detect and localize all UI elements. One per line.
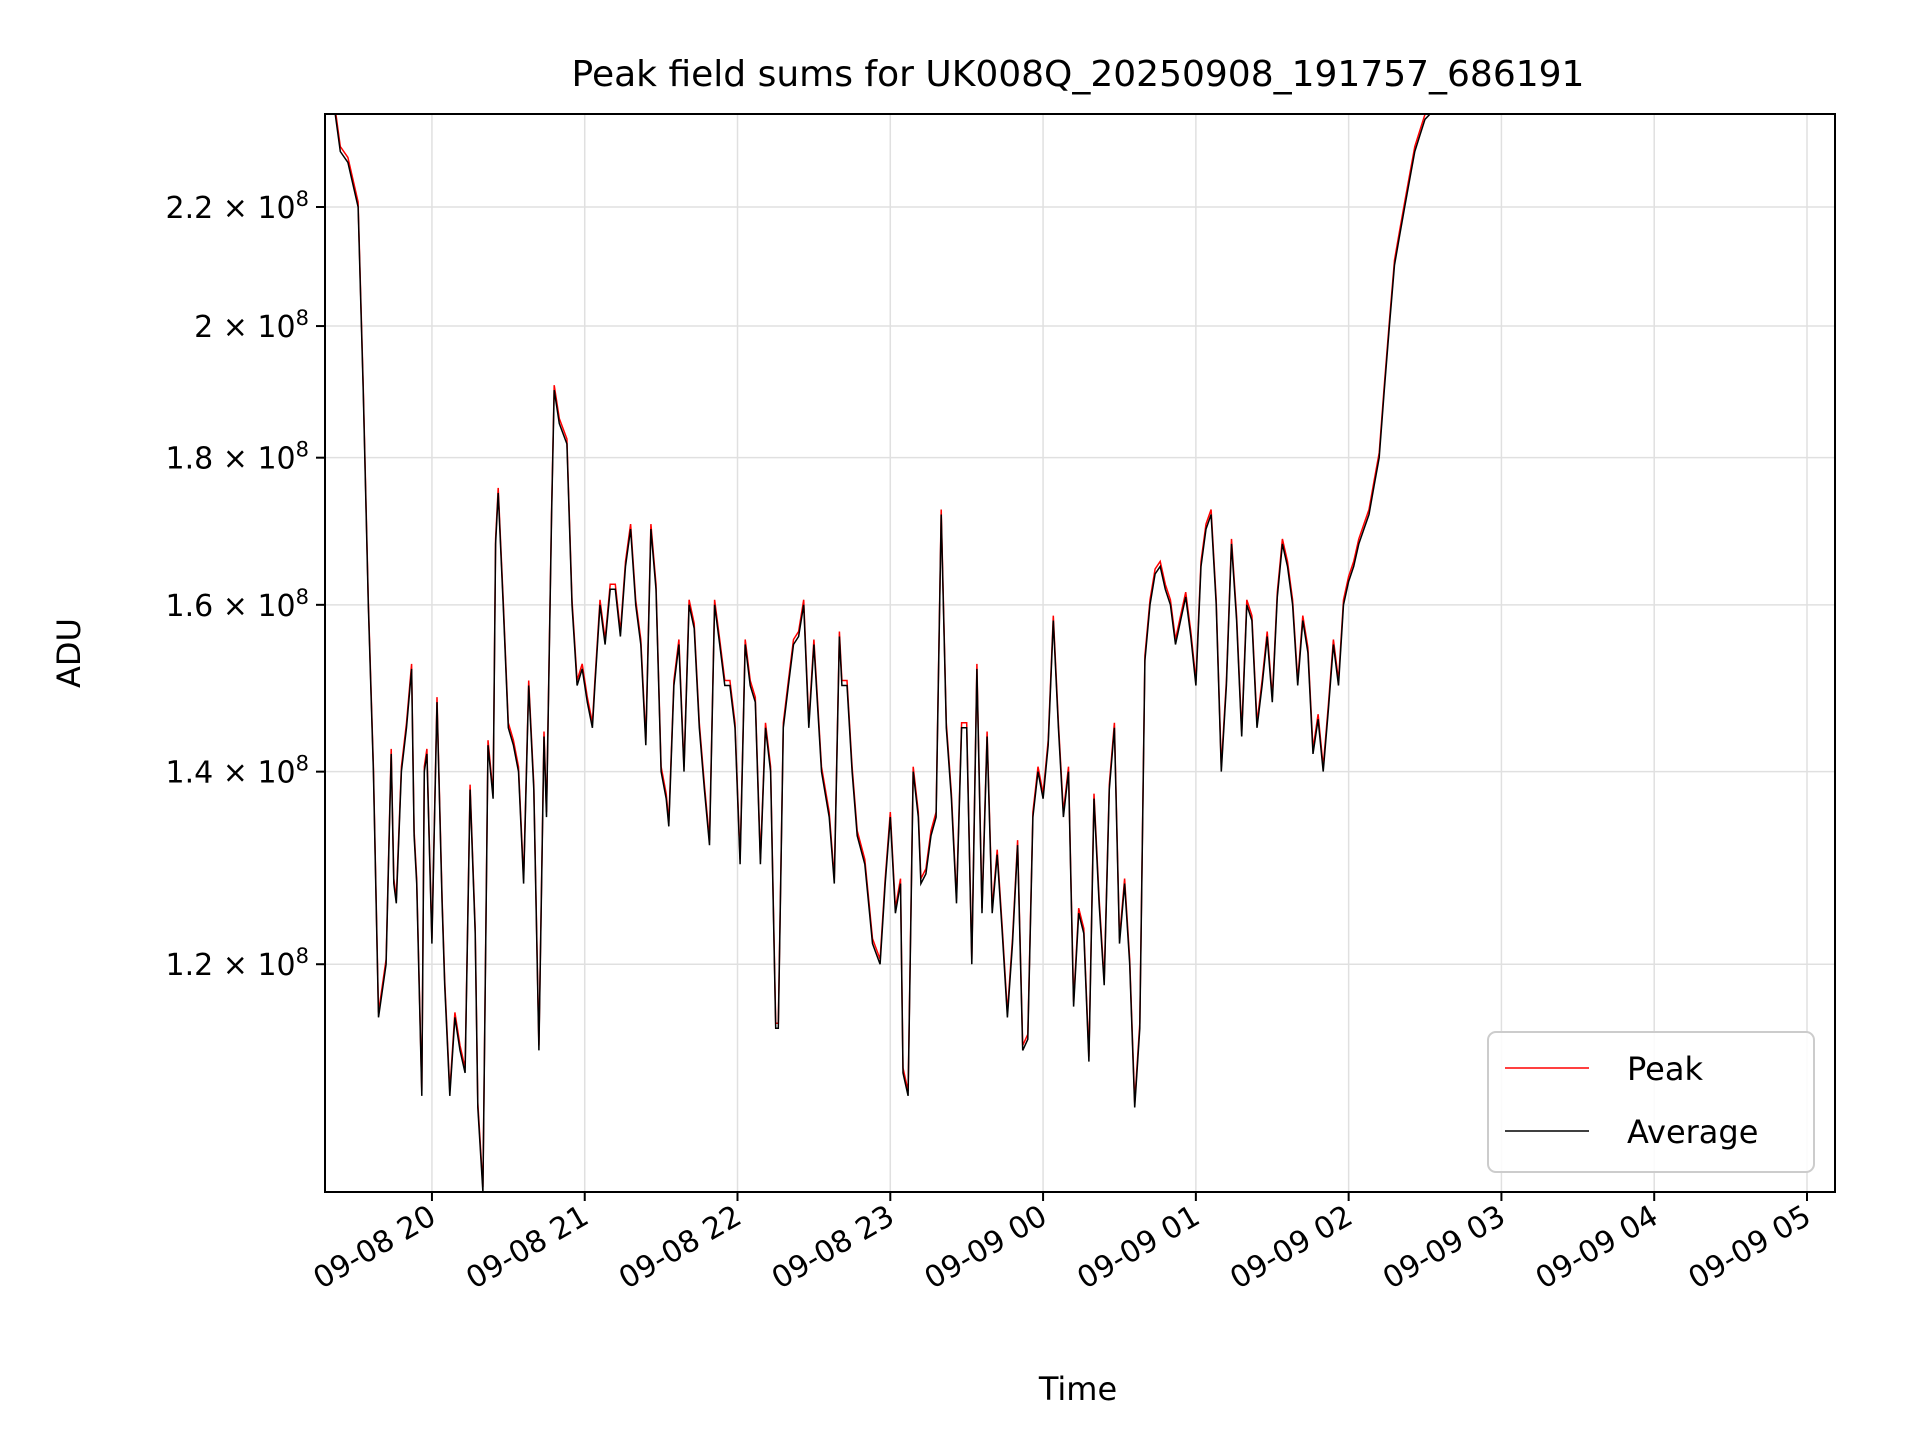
y-tick-exponent: 8: [296, 306, 309, 330]
series-line-average: [325, 114, 1807, 1192]
legend: Peak Average: [1487, 1031, 1815, 1173]
y-tick-label: 1.4 × 108: [166, 752, 309, 791]
y-axis-label: ADU: [50, 618, 88, 688]
y-tick-exponent: 8: [296, 438, 309, 462]
y-tick-exponent: 8: [296, 752, 309, 776]
y-tick-mantissa: 2.2 × 10: [166, 191, 296, 226]
y-tick-exponent: 8: [296, 944, 309, 968]
chart-title: Peak field sums for UK008Q_20250908_1917…: [572, 54, 1585, 95]
y-tick-mantissa: 1.6 × 10: [166, 589, 296, 624]
y-tick-mantissa: 1.4 × 10: [166, 756, 296, 791]
y-tick-label: 1.6 × 108: [166, 585, 309, 624]
series-layer: [325, 114, 1807, 1192]
y-tick-mantissa: 2 × 10: [194, 310, 295, 345]
y-tick-label: 2.2 × 108: [166, 187, 309, 226]
y-tick-label: 2 × 108: [194, 306, 309, 345]
legend-box: [1487, 1031, 1815, 1173]
y-tick-mantissa: 1.8 × 10: [166, 442, 296, 477]
y-tick-label: 1.2 × 108: [166, 944, 309, 983]
plot-frame: [324, 113, 1836, 1193]
legend-label-peak: Peak: [1627, 1050, 1703, 1088]
y-tick-exponent: 8: [296, 187, 309, 211]
y-tick-mantissa: 1.2 × 10: [166, 948, 296, 983]
y-tick-exponent: 8: [296, 585, 309, 609]
x-axis-label: Time: [1038, 1370, 1117, 1408]
grid: [325, 114, 1835, 1192]
legend-label-average: Average: [1627, 1113, 1758, 1151]
y-tick-label: 1.8 × 108: [166, 438, 309, 477]
